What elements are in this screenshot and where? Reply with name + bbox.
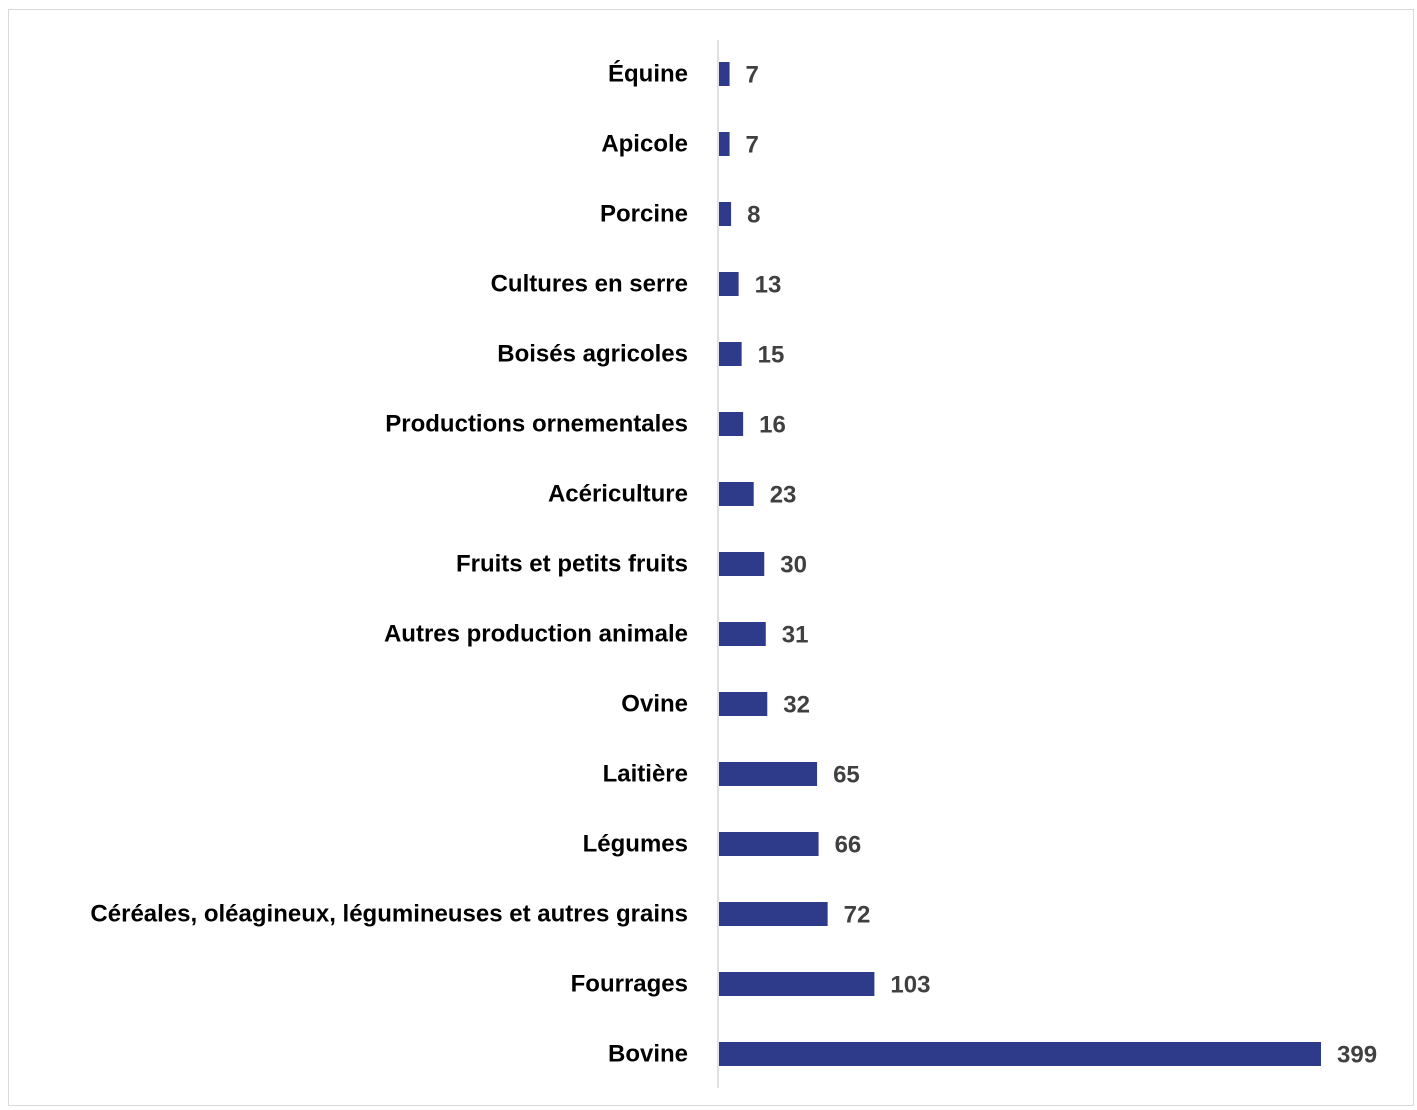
category-label: Porcine bbox=[600, 201, 688, 228]
bar bbox=[719, 972, 875, 996]
value-label: 7 bbox=[746, 132, 759, 159]
value-label: 65 bbox=[833, 762, 860, 789]
bar bbox=[719, 1042, 1321, 1066]
category-label: Fourrages bbox=[571, 971, 688, 998]
bar bbox=[719, 622, 766, 646]
value-label: 31 bbox=[782, 622, 809, 649]
value-label: 16 bbox=[759, 412, 786, 439]
value-label: 13 bbox=[755, 272, 782, 299]
category-label: Acériculture bbox=[548, 481, 688, 508]
category-label: Légumes bbox=[583, 831, 688, 858]
category-label: Bovine bbox=[608, 1041, 688, 1068]
value-label: 103 bbox=[890, 972, 930, 999]
category-label: Fruits et petits fruits bbox=[456, 551, 688, 578]
bar bbox=[719, 62, 730, 86]
chart-area bbox=[8, 9, 1414, 1106]
bar bbox=[719, 482, 754, 506]
value-label: 23 bbox=[770, 482, 797, 509]
bar bbox=[719, 202, 732, 226]
bar bbox=[719, 272, 739, 296]
category-label: Céréales, oléagineux, légumineuses et au… bbox=[90, 901, 688, 928]
bars-group bbox=[719, 62, 1321, 1066]
bar bbox=[719, 832, 819, 856]
bar bbox=[719, 552, 765, 576]
category-label: Laitière bbox=[603, 761, 688, 788]
category-label: Productions ornementales bbox=[385, 411, 688, 438]
value-label: 7 bbox=[746, 62, 759, 89]
category-label: Autres production animale bbox=[384, 621, 688, 648]
category-label: Cultures en serre bbox=[491, 271, 688, 298]
category-label: Équine bbox=[608, 60, 688, 88]
bar bbox=[719, 902, 828, 926]
category-label: Apicole bbox=[601, 131, 688, 158]
value-labels-group: 7 7 8 13 15 16 23 30 31 32 65 66 72 103 399 bbox=[746, 62, 1377, 1069]
bar bbox=[719, 762, 818, 786]
category-label: Boisés agricoles bbox=[497, 341, 688, 368]
bar bbox=[719, 132, 730, 156]
category-label: Ovine bbox=[621, 691, 688, 718]
category-labels-group: Équine Apicole Porcine Cultures en serre Boi… bbox=[90, 60, 688, 1068]
value-label: 30 bbox=[780, 552, 807, 579]
value-label: 32 bbox=[783, 692, 810, 719]
bar bbox=[719, 412, 744, 436]
value-label: 72 bbox=[844, 902, 871, 929]
value-label: 399 bbox=[1337, 1042, 1377, 1069]
bar bbox=[719, 342, 742, 366]
value-label: 8 bbox=[747, 202, 760, 229]
value-label: 15 bbox=[758, 342, 785, 369]
value-label: 66 bbox=[835, 832, 862, 859]
bar bbox=[719, 692, 768, 716]
